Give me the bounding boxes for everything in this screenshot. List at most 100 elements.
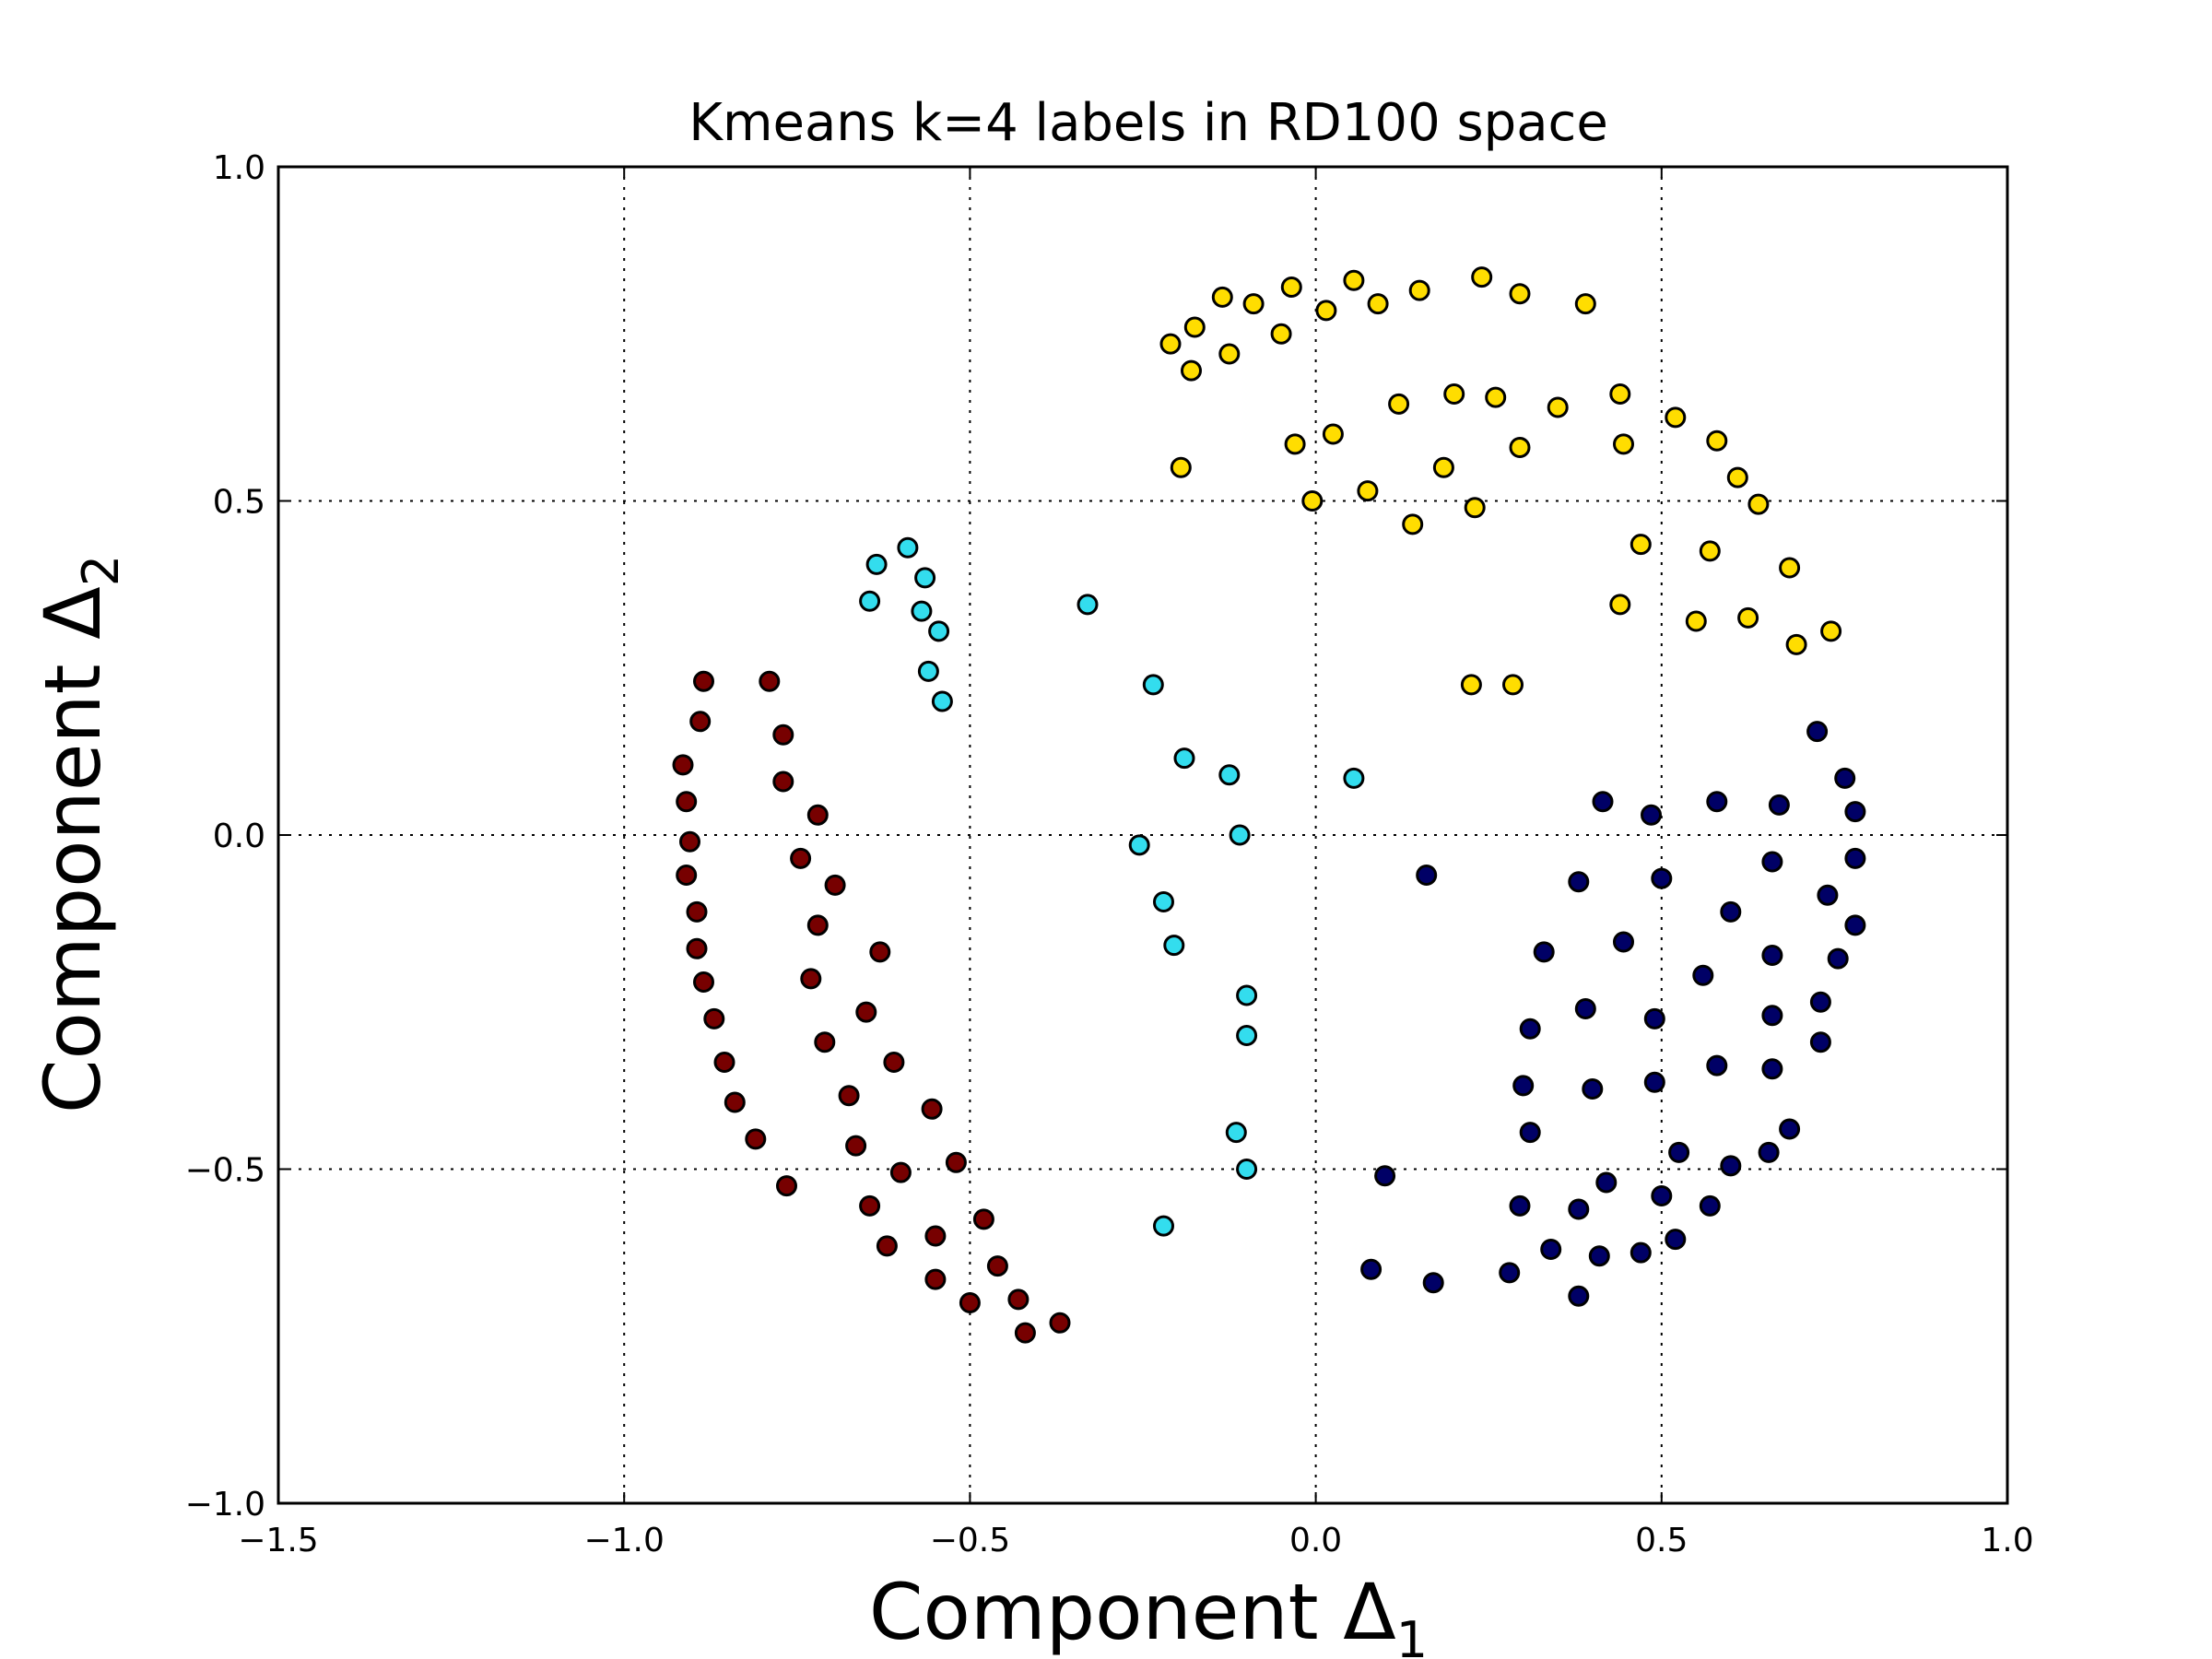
cluster-3-point bbox=[1665, 1229, 1687, 1251]
cluster-2-point bbox=[889, 1161, 912, 1183]
cluster-3-point bbox=[1360, 1258, 1382, 1280]
cluster-3-point bbox=[1809, 1031, 1831, 1053]
cluster-0-point bbox=[1502, 674, 1524, 696]
cluster-3-point bbox=[1779, 1118, 1801, 1140]
cluster-2-point bbox=[713, 1052, 735, 1073]
cluster-0-point bbox=[1159, 333, 1182, 355]
cluster-2-point bbox=[876, 1235, 898, 1257]
cluster-0-point bbox=[1485, 386, 1507, 408]
cluster-3-point bbox=[1374, 1165, 1396, 1187]
cluster-0-point bbox=[1509, 283, 1531, 305]
cluster-3-point bbox=[1630, 1241, 1652, 1264]
cluster-1-point bbox=[931, 690, 953, 712]
cluster-0-point bbox=[1357, 480, 1379, 502]
cluster-3-point bbox=[1651, 1185, 1673, 1206]
cluster-3-point bbox=[1595, 1171, 1618, 1194]
cluster-3-point bbox=[1568, 1198, 1590, 1220]
cluster-1-point bbox=[1153, 891, 1174, 912]
cluster-2-point bbox=[845, 1135, 867, 1157]
cluster-0-point bbox=[1367, 293, 1389, 315]
data-points bbox=[672, 266, 1866, 1344]
cluster-2-point bbox=[759, 670, 781, 692]
cluster-3-point bbox=[1692, 964, 1714, 986]
cluster-3-point bbox=[1761, 851, 1783, 873]
cluster-1-point bbox=[1236, 1025, 1258, 1046]
cluster-1-point bbox=[1229, 824, 1251, 846]
cluster-2-point bbox=[672, 754, 694, 776]
cluster-1-point bbox=[917, 660, 939, 682]
cluster-0-point bbox=[1699, 540, 1721, 562]
cluster-2-point bbox=[806, 804, 829, 826]
cluster-1-point bbox=[928, 620, 950, 642]
cluster-3-point bbox=[1641, 804, 1662, 826]
cluster-0-point bbox=[1737, 606, 1759, 629]
cluster-3-point bbox=[1844, 847, 1866, 869]
cluster-3-point bbox=[1651, 867, 1673, 889]
cluster-2-point bbox=[945, 1151, 967, 1173]
cluster-3-point bbox=[1499, 1262, 1521, 1284]
x-tick-label: −0.5 bbox=[930, 1522, 1010, 1559]
x-axis-label: Component Δ1 bbox=[869, 1567, 1428, 1659]
cluster-3-point bbox=[1834, 767, 1856, 789]
cluster-2-point bbox=[921, 1098, 943, 1120]
cluster-0-point bbox=[1322, 423, 1344, 445]
cluster-0-point bbox=[1464, 497, 1486, 519]
cluster-1-point bbox=[1142, 674, 1164, 696]
cluster-2-point bbox=[855, 1001, 877, 1023]
y-tick-label: −0.5 bbox=[185, 1152, 265, 1190]
cluster-2-point bbox=[772, 771, 794, 793]
cluster-3-point bbox=[1416, 865, 1438, 886]
cluster-3-point bbox=[1568, 1285, 1590, 1307]
cluster-0-point bbox=[1609, 594, 1631, 616]
cluster-2-point bbox=[1049, 1312, 1071, 1334]
cluster-3-point bbox=[1512, 1075, 1535, 1097]
cluster-0-point bbox=[1665, 406, 1687, 429]
cluster-0-point bbox=[1726, 466, 1748, 488]
x-tick-label: 1.0 bbox=[1981, 1522, 2033, 1559]
cluster-2-point bbox=[814, 1031, 836, 1053]
cluster-2-point bbox=[883, 1052, 905, 1073]
cluster-3-point bbox=[1758, 1141, 1780, 1163]
cluster-3-point bbox=[1568, 871, 1590, 893]
cluster-0-point bbox=[1747, 493, 1770, 515]
cluster-0-point bbox=[1785, 633, 1807, 655]
cluster-2-point bbox=[959, 1292, 981, 1313]
cluster-3-point bbox=[1809, 991, 1831, 1013]
cluster-2-point bbox=[676, 865, 698, 886]
cluster-2-point bbox=[924, 1225, 947, 1247]
cluster-2-point bbox=[972, 1208, 994, 1230]
cluster-0-point bbox=[1183, 316, 1206, 338]
cluster-3-point bbox=[1699, 1194, 1721, 1217]
cluster-1-point bbox=[1163, 935, 1185, 957]
cluster-2-point bbox=[745, 1128, 767, 1150]
cluster-2-point bbox=[800, 968, 822, 990]
x-tick-label: 0.5 bbox=[1635, 1522, 1688, 1559]
cluster-2-point bbox=[676, 791, 698, 813]
cluster-0-point bbox=[1613, 433, 1634, 455]
cluster-0-point bbox=[1242, 293, 1265, 315]
cluster-3-point bbox=[1706, 1054, 1728, 1077]
cluster-3-point bbox=[1588, 1245, 1610, 1267]
cluster-0-point bbox=[1460, 674, 1482, 696]
x-tick-label: −1.0 bbox=[583, 1522, 664, 1559]
cluster-3-point bbox=[1582, 1078, 1604, 1100]
cluster-2-point bbox=[703, 1007, 725, 1030]
cluster-2-point bbox=[679, 830, 700, 853]
cluster-0-point bbox=[1170, 456, 1192, 478]
cluster-0-point bbox=[1388, 393, 1410, 415]
chart-title: Kmeans k=4 labels in RD100 space bbox=[688, 93, 1608, 153]
cluster-3-point bbox=[1844, 914, 1866, 936]
cluster-3-point bbox=[1613, 931, 1634, 953]
cluster-1-point bbox=[914, 567, 936, 589]
cluster-1-point bbox=[1343, 767, 1365, 789]
cluster-1-point bbox=[1153, 1215, 1174, 1237]
cluster-0-point bbox=[1779, 557, 1801, 579]
y-axis-label: Component Δ2 bbox=[28, 555, 130, 1113]
cluster-2-point bbox=[693, 971, 714, 993]
axis-ticks: −1.5 −1.0 −0.5 0.0 0.5 1.0−1.0−0.50.00.51.0 bbox=[185, 149, 2034, 1559]
cluster-3-point bbox=[1720, 1155, 1742, 1177]
grid-lines bbox=[278, 167, 2007, 1503]
cluster-2-point bbox=[686, 900, 708, 923]
cluster-1-point bbox=[1225, 1122, 1247, 1144]
